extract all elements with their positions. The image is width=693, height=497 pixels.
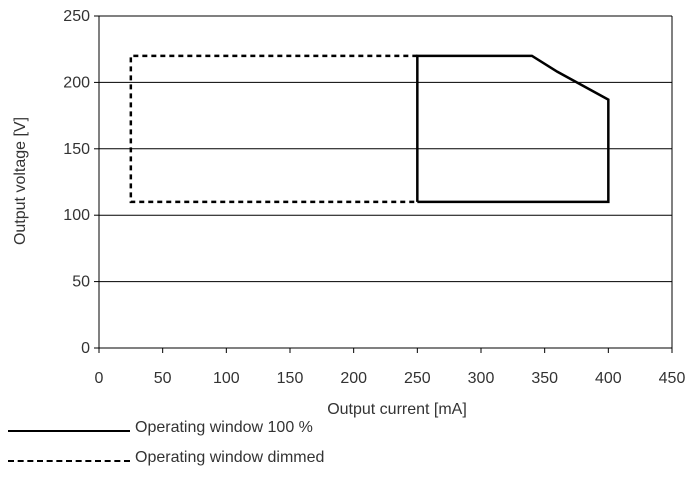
y-tick-label-200: 200 (63, 74, 90, 91)
x-tick-label-350: 350 (531, 370, 558, 387)
x-tick-label-150: 150 (277, 370, 304, 387)
legend-dashed-line-swatch (8, 460, 130, 462)
axes (94, 15, 673, 353)
chart-area: 0 50 100 150 200 250 0 50 100 150 200 250 300 350 400 4… (12, 8, 685, 418)
x-tick-label-400: 400 (595, 370, 622, 387)
x-tick-label-50: 50 (154, 370, 172, 387)
x-tick-label-300: 300 (468, 370, 495, 387)
legend-label-dimmed: Operating window dimmed (135, 449, 325, 466)
legend-solid-line-swatch (8, 430, 130, 432)
y-tick-label-250: 250 (63, 8, 90, 25)
series-operating-window-dimmed (129, 54, 418, 204)
series-layer (129, 54, 610, 204)
x-axis-title: Output current [mA] (327, 401, 467, 418)
x-tick-label-200: 200 (340, 370, 367, 387)
series-operating-window-100 (416, 54, 610, 204)
y-tick-label-150: 150 (63, 141, 90, 158)
y-tick-label-50: 50 (72, 274, 90, 291)
x-tick-label-250: 250 (404, 370, 431, 387)
y-axis-title: Output voltage [V] (12, 117, 29, 245)
x-tick-label-0: 0 (95, 370, 104, 387)
legend-label-100: Operating window 100 % (135, 419, 313, 436)
x-tick-label-100: 100 (213, 370, 240, 387)
tick-labels: 0 50 100 150 200 250 0 50 100 150 200 250 300 350 400 4… (63, 8, 685, 387)
y-tick-label-0: 0 (81, 340, 90, 357)
x-tick-label-450: 450 (659, 370, 686, 387)
y-tick-label-100: 100 (63, 207, 90, 224)
